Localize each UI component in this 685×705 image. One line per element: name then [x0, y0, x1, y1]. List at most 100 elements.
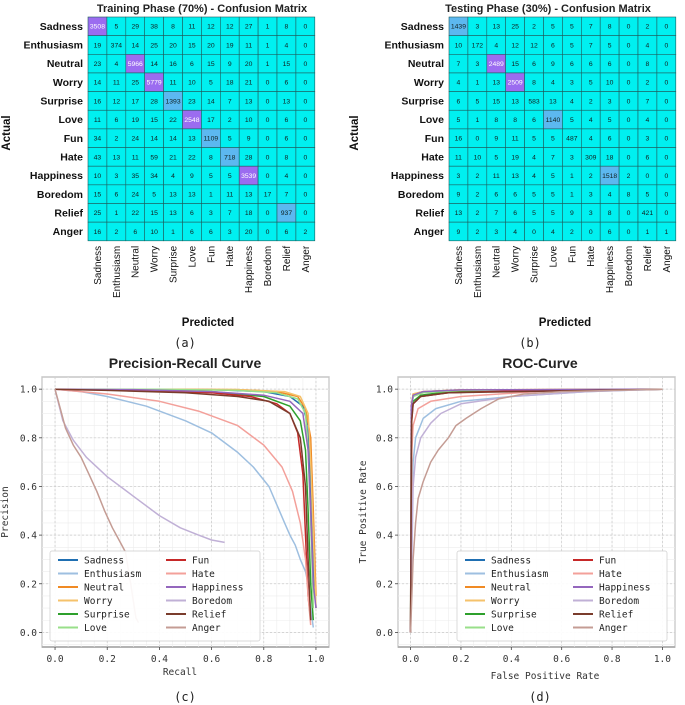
- cm-col-label-worry: Worry: [150, 246, 161, 272]
- cm-cell-value: 8: [608, 24, 612, 31]
- y-tick-label: 0.0: [376, 628, 393, 639]
- confusion-matrix-testing: Testing Phase (30%) - Confusion Matrix P…: [349, 3, 677, 350]
- cm-cell-value: 7: [646, 98, 650, 105]
- cm-col-label-happiness: Happiness: [244, 246, 255, 293]
- cm-cell-value: 20: [169, 42, 177, 49]
- cm-cell-value: 5: [551, 136, 555, 143]
- cm-cell-value: 1: [114, 210, 118, 217]
- cm-cell-value: 0: [303, 192, 307, 199]
- cm-col-label-hate: Hate: [225, 245, 236, 267]
- cm-cell-value: 5: [570, 24, 574, 31]
- cm-col-label-boredom: Boredom: [263, 246, 274, 287]
- panel-label-c: (c): [174, 690, 196, 704]
- cm-cell-value: 5: [551, 173, 555, 180]
- cm-cell-value: 34: [94, 136, 102, 143]
- cm-cell-value: 23: [188, 98, 196, 105]
- cm-cell-value: 0: [266, 98, 270, 105]
- cm-col-label-relief: Relief: [643, 246, 654, 272]
- cm-cell-value: 0: [266, 173, 270, 180]
- cm-cell-value: 4: [551, 229, 555, 236]
- cm-cell-value: 15: [283, 61, 291, 68]
- cm-cell-value: 6: [114, 117, 118, 124]
- legend-label-neutral: Neutral: [84, 583, 124, 594]
- cm-cell-value: 7: [285, 192, 289, 199]
- cm-cell-value: 15: [94, 192, 102, 199]
- cm-cell-value: 13: [245, 192, 253, 199]
- cm-cell-value: 2: [114, 136, 118, 143]
- roc-xlabel: False Positive Rate: [491, 671, 600, 682]
- cm-cell-value: 14: [150, 61, 158, 68]
- cm-cell-value: 0: [627, 42, 631, 49]
- cm-cell-value: 4: [551, 80, 555, 87]
- cm-cell-value: 12: [511, 42, 519, 49]
- cm-cell-value: 19: [94, 42, 102, 49]
- cm-cell-value: 7: [457, 61, 461, 68]
- cm-cell-value: 7: [228, 98, 232, 105]
- cm-cell-value: 2: [475, 173, 479, 180]
- cm-cell-value: 0: [627, 136, 631, 143]
- cm-row-label-hate: Hate: [421, 151, 444, 163]
- cm-cell-value: 5966: [128, 61, 143, 68]
- cm-test-ylabel: Actual: [349, 115, 361, 150]
- cm-row-label-boredom: Boredom: [398, 189, 444, 201]
- cm-cell-value: 3: [228, 229, 232, 236]
- cm-cell-value: 12: [207, 24, 215, 31]
- roc-ylabel: True Positive Rate: [358, 460, 369, 563]
- cm-cell-value: 13: [188, 136, 196, 143]
- cm-cell-value: 5: [209, 80, 213, 87]
- cm-cell-value: 14: [131, 42, 139, 49]
- cm-cell-value: 7: [589, 24, 593, 31]
- cm-cell-value: 0: [303, 210, 307, 217]
- cm-row-label-enthusiasm: Enthusiasm: [384, 40, 444, 52]
- cm-cell-value: 13: [492, 24, 500, 31]
- cm-col-label-worry: Worry: [511, 246, 522, 272]
- cm-cell-value: 18: [606, 154, 614, 161]
- cm-cell-value: 4: [285, 42, 289, 49]
- cm-train-xlabel: Predicted: [182, 317, 234, 329]
- cm-cell-value: 3: [570, 154, 574, 161]
- cm-row-label-surprise: Surprise: [40, 96, 83, 108]
- cm-cell-value: 38: [150, 24, 158, 31]
- cm-cell-value: 5: [570, 42, 574, 49]
- x-tick-label: 0.4: [151, 654, 168, 665]
- cm-cell-value: 5: [228, 173, 232, 180]
- cm-cell-value: 0: [664, 173, 668, 180]
- cm-cell-value: 15: [150, 210, 158, 217]
- cm-cell-value: 0: [664, 98, 668, 105]
- pr-xlabel: Recall: [163, 667, 197, 678]
- cm-cell: [295, 221, 316, 242]
- legend-label-hate: Hate: [599, 569, 622, 580]
- cm-row-label-enthusiasm: Enthusiasm: [23, 40, 83, 52]
- x-tick-label: 0.8: [603, 654, 620, 665]
- cm-cell-value: 0: [664, 80, 668, 87]
- cm-cell-value: 11: [94, 117, 101, 124]
- cm-cell-value: 718: [224, 154, 236, 161]
- cm-cell-value: 6: [285, 136, 289, 143]
- cm-cell-value: 22: [188, 154, 196, 161]
- cm-cell-value: 17: [207, 117, 215, 124]
- legend-label-love: Love: [491, 623, 514, 634]
- cm-cell-value: 16: [94, 229, 102, 236]
- y-tick-label: 0.4: [376, 531, 393, 542]
- cm-cell-value: 2: [570, 229, 574, 236]
- y-tick-label: 0.2: [376, 579, 393, 590]
- cm-col-label-fun: Fun: [567, 246, 578, 263]
- cm-cell-value: 15: [150, 117, 158, 124]
- cm-cell-value: 10: [150, 229, 158, 236]
- cm-cell-value: 6: [133, 229, 137, 236]
- cm-cell-value: 3: [494, 229, 498, 236]
- cm-cell-value: 13: [511, 98, 519, 105]
- cm-row-label-anger: Anger: [53, 226, 83, 238]
- y-tick-label: 1.0: [376, 385, 393, 396]
- cm-cell-value: 2: [646, 80, 650, 87]
- cm-cell-value: 0: [303, 173, 307, 180]
- series-line-hate: [54, 388, 312, 626]
- cm-cell-value: 4: [532, 173, 536, 180]
- cm-cell-value: 4: [608, 192, 612, 199]
- cm-cell-value: 16: [94, 98, 102, 105]
- legend-label-surprise: Surprise: [491, 610, 537, 621]
- cm-cell-value: 0: [664, 42, 668, 49]
- cm-cell-value: 34: [150, 173, 158, 180]
- cm-cell-value: 7: [494, 210, 498, 217]
- cm-col-label-love: Love: [548, 245, 559, 267]
